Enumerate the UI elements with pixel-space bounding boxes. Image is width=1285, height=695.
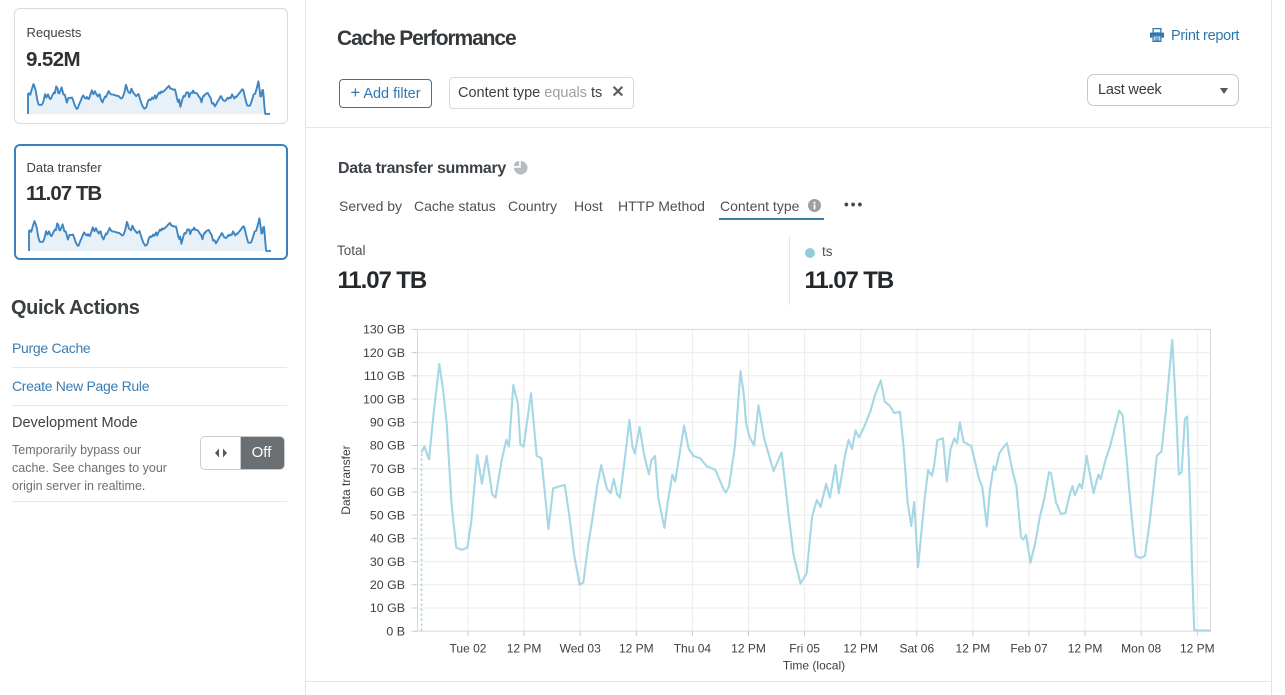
svg-text:12 PM: 12 PM: [507, 642, 542, 656]
svg-text:Wed 03: Wed 03: [560, 642, 601, 656]
svg-text:0 B: 0 B: [386, 624, 405, 638]
svg-text:90 GB: 90 GB: [370, 416, 405, 430]
svg-text:120 GB: 120 GB: [363, 346, 405, 360]
svg-text:50 GB: 50 GB: [370, 508, 405, 522]
svg-text:130 GB: 130 GB: [363, 323, 405, 337]
svg-text:12 PM: 12 PM: [1180, 642, 1215, 656]
svg-text:80 GB: 80 GB: [370, 439, 405, 453]
svg-text:12 PM: 12 PM: [731, 642, 766, 656]
svg-text:70 GB: 70 GB: [370, 462, 405, 476]
svg-text:110 GB: 110 GB: [364, 369, 405, 383]
svg-text:12 PM: 12 PM: [1068, 642, 1103, 656]
svg-text:Sat 06: Sat 06: [899, 642, 934, 656]
svg-text:Time (local): Time (local): [783, 659, 845, 673]
svg-text:12 PM: 12 PM: [956, 642, 991, 656]
svg-text:30 GB: 30 GB: [370, 555, 405, 569]
svg-text:20 GB: 20 GB: [370, 578, 405, 592]
svg-text:Feb 07: Feb 07: [1010, 642, 1048, 656]
svg-text:Mon 08: Mon 08: [1121, 642, 1161, 656]
svg-text:Tue 02: Tue 02: [450, 642, 487, 656]
svg-text:10 GB: 10 GB: [370, 601, 405, 615]
svg-text:Fri 05: Fri 05: [789, 642, 820, 656]
svg-text:12 PM: 12 PM: [843, 642, 878, 656]
svg-text:40 GB: 40 GB: [370, 532, 405, 546]
svg-text:Thu 04: Thu 04: [674, 642, 712, 656]
svg-text:Data transfer: Data transfer: [339, 445, 353, 514]
svg-text:12 PM: 12 PM: [619, 642, 654, 656]
svg-text:60 GB: 60 GB: [370, 485, 405, 499]
svg-text:100 GB: 100 GB: [363, 392, 405, 406]
